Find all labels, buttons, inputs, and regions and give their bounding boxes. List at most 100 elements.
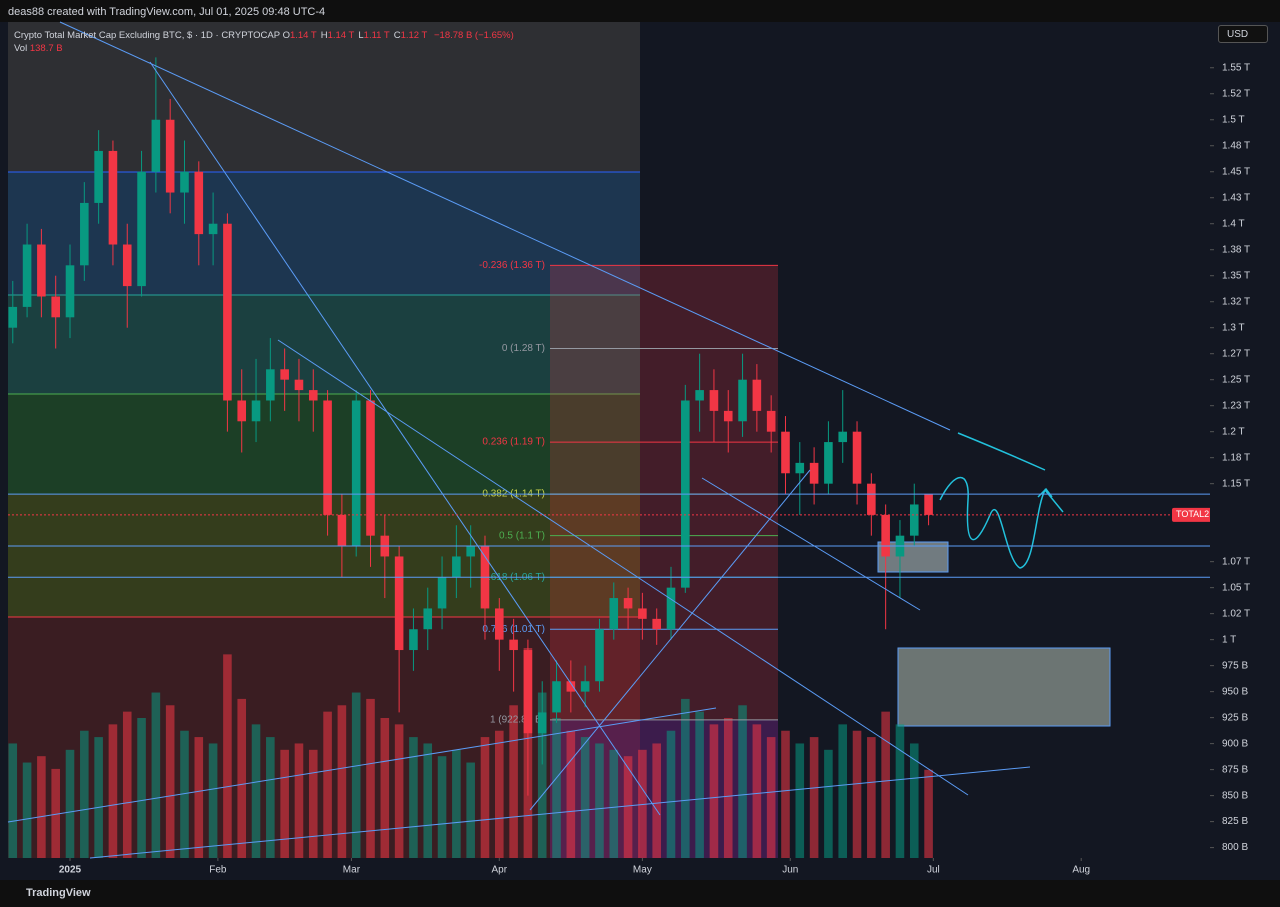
ohlc-key: H [320, 30, 328, 41]
volume-bar [867, 737, 876, 858]
fib-label: -0.236 (1.36 T) [479, 260, 545, 271]
volume-bar [924, 769, 933, 858]
volume-bar [94, 737, 103, 858]
candle-body [652, 618, 661, 630]
volume-bar [137, 718, 146, 858]
ohlc-value: 1.14 T [289, 30, 317, 41]
candle-body [609, 598, 619, 630]
volume-bar [752, 724, 762, 858]
candle-body [266, 369, 275, 401]
trendline [89, 766, 1031, 859]
candle-body [366, 400, 375, 536]
candle-body [51, 296, 60, 318]
volume-bar [80, 730, 89, 858]
currency-button[interactable]: USD [1218, 25, 1268, 43]
axes: 1.55 T 1.52 T 1.5 T 1.48 T 1.45 T 1.43 T 1.4 T… [59, 22, 1280, 876]
candle-body [151, 119, 161, 172]
candle-body [924, 494, 933, 515]
candle-body [838, 431, 848, 443]
candle-body [852, 431, 862, 484]
footer [0, 880, 1280, 907]
volume-bar [194, 737, 204, 858]
volume-bar [208, 743, 218, 858]
candle-body [723, 410, 733, 422]
y-tick-label: 1.05 T [1222, 582, 1250, 593]
candle-body [824, 442, 833, 484]
y-tick-label: 950 B [1222, 686, 1248, 697]
y-tick-label: 1.52 T [1222, 88, 1250, 99]
candle-body [308, 390, 318, 401]
change: −18.78 B (−1.65%) [434, 30, 514, 41]
volume-bar [795, 743, 805, 858]
volume-bar [495, 730, 504, 858]
candle-body [781, 431, 790, 474]
volume-bar [666, 730, 676, 858]
candle-body [137, 171, 146, 287]
ohlc-key: C [393, 30, 401, 41]
header-title: deas88 created with TradingView.com, Jul… [8, 6, 326, 18]
candle-body [165, 119, 175, 193]
volume-bar [623, 756, 633, 858]
x-tick-label: Mar [343, 865, 361, 876]
y-tick-label: 1.25 T [1222, 374, 1250, 385]
x-tick-label: Jul [927, 865, 940, 876]
y-tick-label: 1.35 T [1222, 270, 1250, 281]
volume-bar [65, 749, 75, 858]
candle-body [695, 390, 704, 401]
y-tick-label: 825 B [1222, 816, 1248, 827]
x-tick-label: Feb [209, 865, 227, 876]
volume-bar [681, 698, 690, 858]
volume-bar [351, 692, 361, 858]
x-tick-label: 2025 [59, 865, 82, 876]
volume [8, 648, 933, 858]
candle-body [194, 171, 204, 235]
volume-bar [709, 724, 719, 858]
y-tick-label: 1.43 T [1222, 192, 1250, 203]
candle-body [208, 223, 218, 235]
y-tick-label: 850 B [1222, 790, 1248, 801]
candle-body [37, 244, 46, 297]
candle-body [466, 546, 475, 557]
volume-bar [394, 724, 404, 858]
candle-body [80, 202, 89, 266]
trendlines [7, 21, 1064, 859]
volume-bar [366, 698, 375, 858]
y-tick-label: 1.18 T [1222, 452, 1250, 463]
volume-bar [437, 756, 447, 858]
y-tick-label: 1.27 T [1222, 348, 1250, 359]
volume-bar [8, 743, 18, 858]
fib-box [550, 266, 778, 720]
volume-bar [738, 705, 747, 858]
candle-body [409, 629, 418, 651]
trendline [701, 477, 921, 611]
volume-bar [566, 730, 576, 858]
y-tick-label: 800 B [1222, 842, 1248, 853]
price-axis-bg [1210, 22, 1280, 858]
sketch [957, 432, 1046, 471]
y-tick-label: 1 T [1222, 634, 1236, 645]
ohlc: O1.14 T H1.14 T L1.11 T C1.12 T [283, 30, 432, 41]
volume-bar [766, 737, 776, 858]
candle-body [423, 608, 433, 630]
candle-body [452, 556, 461, 578]
candle-body [666, 587, 676, 630]
volume-bar [108, 724, 118, 858]
volume-bar [223, 654, 232, 858]
y-tick-label: 975 B [1222, 660, 1248, 671]
candle-body [537, 712, 547, 734]
candle-body [495, 608, 504, 640]
candle-body [638, 608, 647, 619]
volume-bar [22, 762, 32, 858]
volume-bar [266, 737, 275, 858]
y-tick-label: 1.3 T [1222, 322, 1245, 333]
candle-body [623, 598, 633, 609]
candle-body [738, 379, 747, 422]
volume-bar [652, 743, 661, 858]
candle-body [909, 504, 919, 536]
vol-value: 138.7 B [29, 43, 63, 54]
volume-bar [323, 711, 332, 858]
volume-bar [37, 756, 46, 858]
volume-bar [838, 724, 848, 858]
ohlc-key: O [282, 30, 290, 41]
